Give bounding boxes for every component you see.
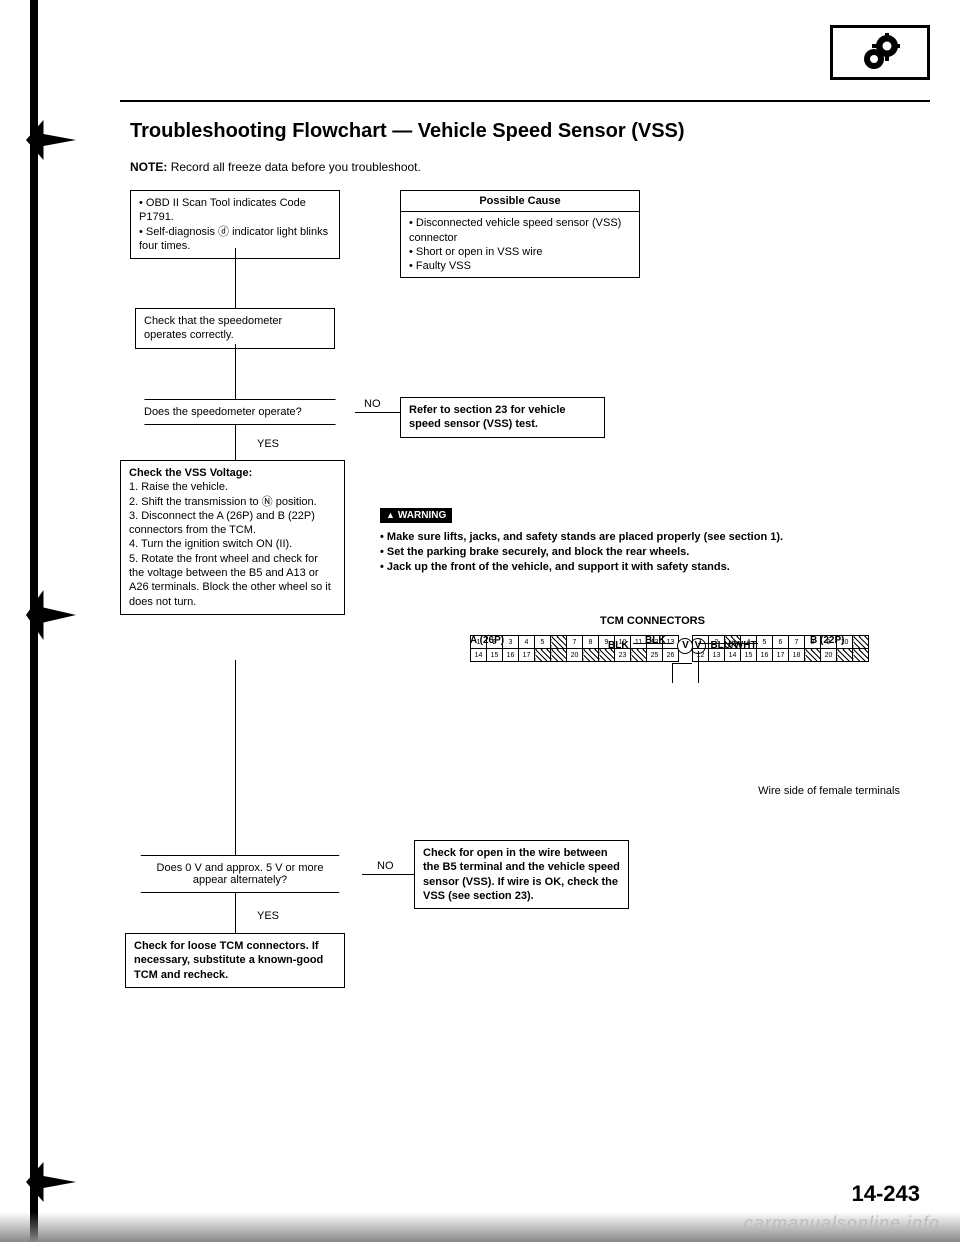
box-possible-cause: Possible Cause • Disconnected vehicle sp… xyxy=(400,190,640,278)
tcm-connectors-title: TCM CONNECTORS xyxy=(600,615,705,627)
box-loose-tcm: Check for loose TCM connectors. If neces… xyxy=(125,933,345,988)
label-yes-2: YES xyxy=(255,910,281,922)
watermark: carmanualsonline.info xyxy=(744,1213,940,1234)
gear-icon-box xyxy=(830,25,930,80)
box-check-speedo: Check that the speedometer operates corr… xyxy=(135,308,335,349)
box-refer-23: Refer to section 23 for vehicle speed se… xyxy=(400,397,605,438)
decision-5v: Does 0 V and approx. 5 V or more appear … xyxy=(110,855,370,893)
label-yes-1: YES xyxy=(255,438,281,450)
label-no-2: NO xyxy=(375,860,396,872)
gear-icon xyxy=(860,33,900,73)
decision-speedo: Does the speedometer operate? xyxy=(115,399,365,425)
label-no-1: NO xyxy=(362,398,383,410)
wire-side-note: Wire side of female terminals xyxy=(758,785,900,797)
page-title: Troubleshooting Flowchart — Vehicle Spee… xyxy=(130,120,685,143)
warning-badge: WARNING xyxy=(380,505,452,523)
box-vss-voltage: Check the VSS Voltage: 1. Raise the vehi… xyxy=(120,460,345,615)
box-check-open: Check for open in the wire between the B… xyxy=(414,840,629,909)
note: NOTE: Record all freeze data before you … xyxy=(130,160,421,174)
warning-list: • Make sure lifts, jacks, and safety sta… xyxy=(380,530,870,575)
page-number: 14-243 xyxy=(851,1181,920,1207)
